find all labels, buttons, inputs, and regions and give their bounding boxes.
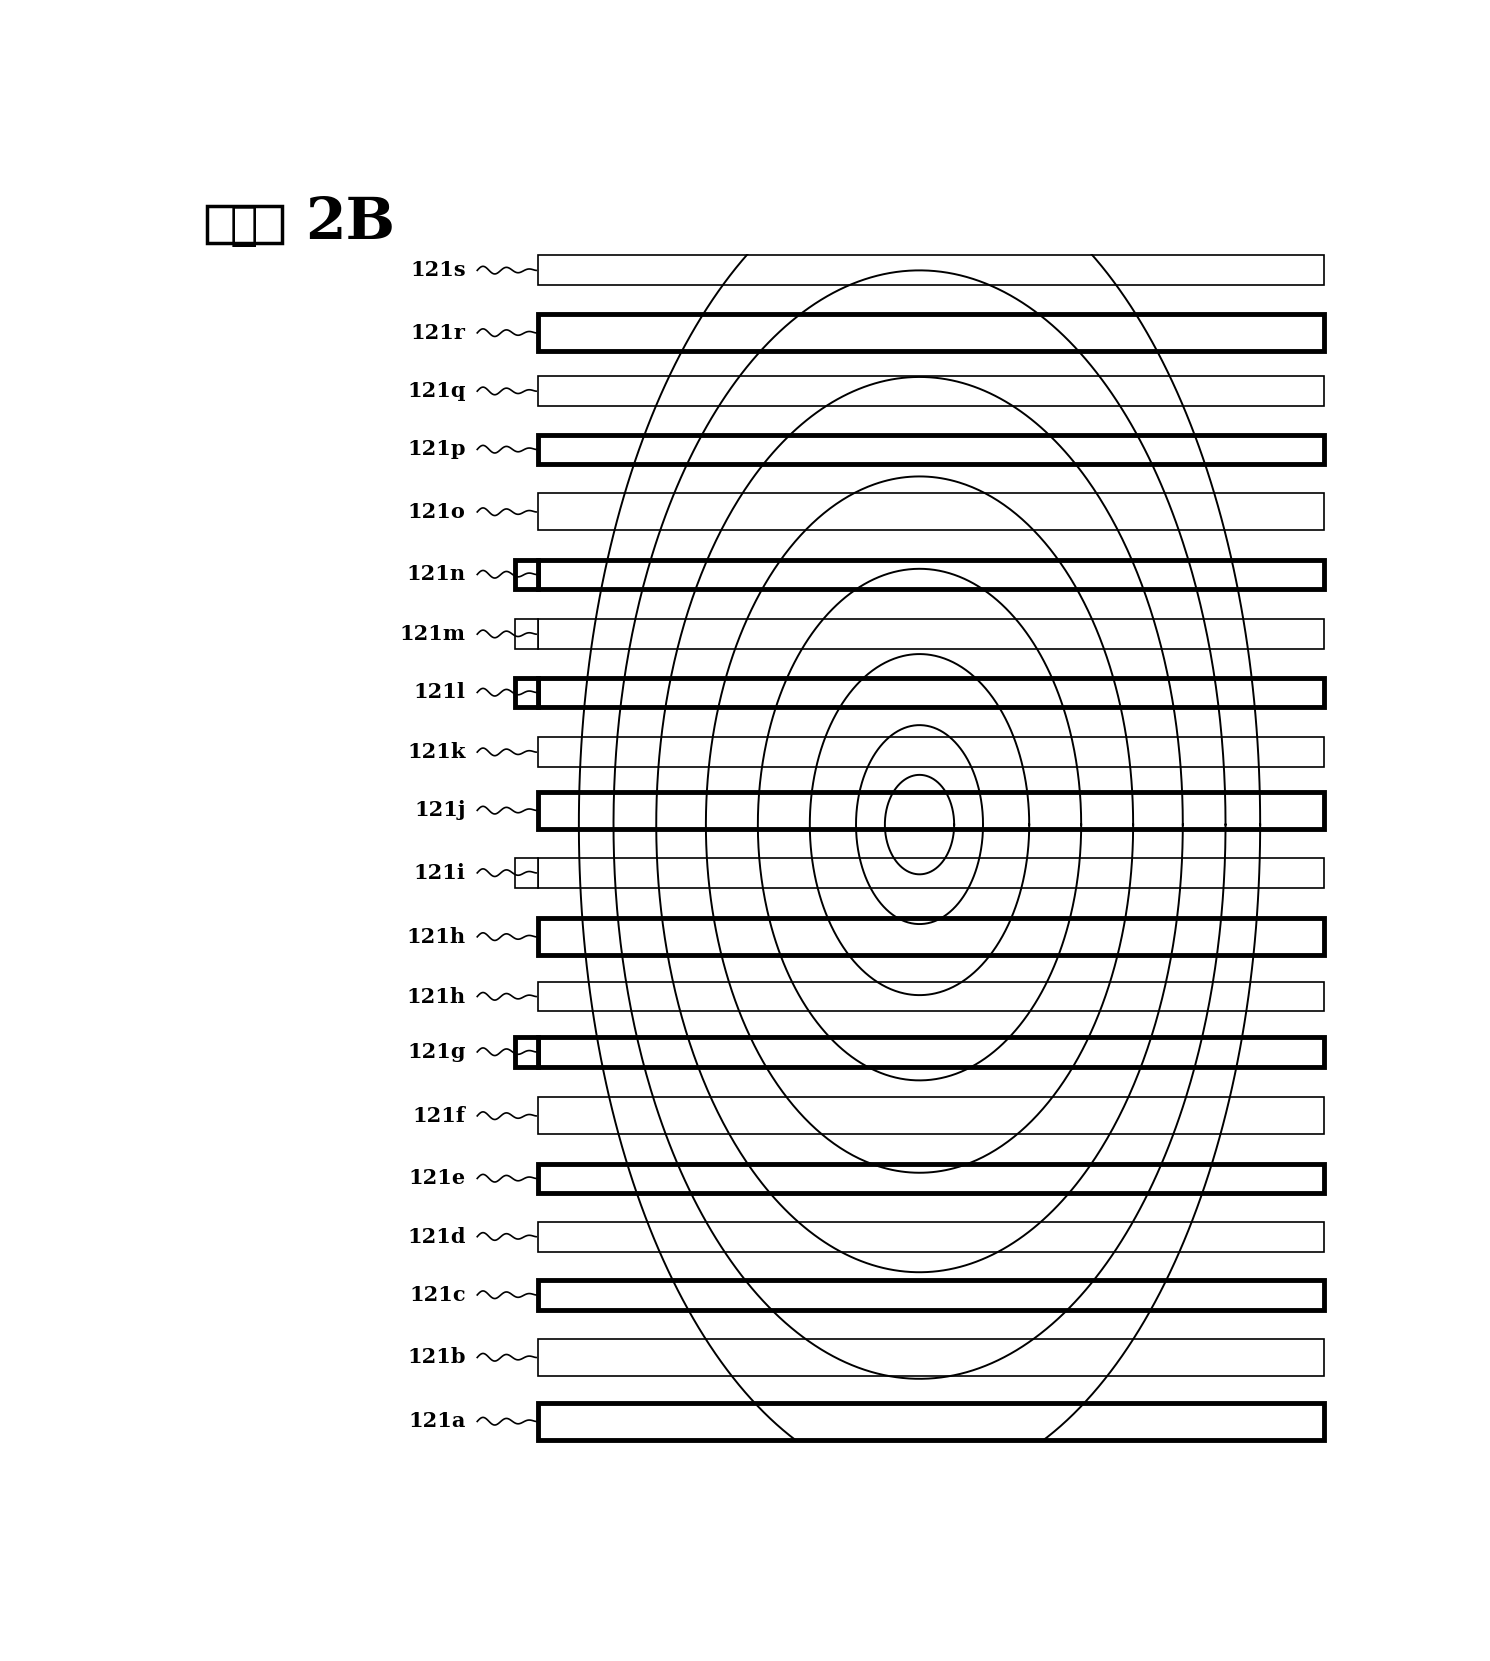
Text: 121h: 121h bbox=[407, 927, 466, 947]
Bar bbox=[516, 1036, 538, 1066]
Bar bbox=[538, 1222, 1323, 1252]
Bar bbox=[538, 982, 1323, 1012]
Text: 121e: 121e bbox=[408, 1168, 466, 1188]
Text: 121p: 121p bbox=[407, 440, 466, 460]
Bar bbox=[538, 1404, 1323, 1440]
Text: 图: 图 bbox=[229, 204, 258, 249]
Bar bbox=[538, 792, 1323, 829]
Text: 121f: 121f bbox=[413, 1106, 466, 1126]
Bar bbox=[538, 560, 1323, 590]
Text: 121r: 121r bbox=[411, 322, 466, 342]
Bar bbox=[538, 620, 1323, 649]
Text: 121b: 121b bbox=[407, 1347, 466, 1367]
Text: 121l: 121l bbox=[414, 683, 466, 703]
Text: 121j: 121j bbox=[414, 801, 466, 821]
Bar bbox=[538, 1281, 1323, 1311]
Text: 121g: 121g bbox=[407, 1041, 466, 1061]
Bar bbox=[538, 314, 1323, 352]
Bar bbox=[538, 737, 1323, 767]
Text: 121a: 121a bbox=[408, 1412, 466, 1432]
Bar bbox=[538, 256, 1323, 286]
Bar bbox=[538, 1163, 1323, 1193]
Text: 121n: 121n bbox=[407, 565, 466, 585]
Bar bbox=[516, 859, 538, 889]
Bar bbox=[538, 435, 1323, 465]
Text: 121m: 121m bbox=[399, 625, 466, 644]
Bar bbox=[538, 1339, 1323, 1375]
Text: 121q: 121q bbox=[407, 380, 466, 402]
Bar bbox=[207, 206, 282, 244]
Text: 121o: 121o bbox=[408, 502, 466, 522]
Bar bbox=[538, 377, 1323, 405]
Bar bbox=[538, 1098, 1323, 1134]
Bar bbox=[538, 678, 1323, 708]
Text: 121d: 121d bbox=[407, 1227, 466, 1247]
Text: 2B: 2B bbox=[305, 196, 395, 251]
Text: 121i: 121i bbox=[414, 864, 466, 884]
Text: 121c: 121c bbox=[410, 1286, 466, 1306]
Bar bbox=[516, 560, 538, 590]
Bar bbox=[538, 493, 1323, 530]
Text: 121s: 121s bbox=[410, 261, 466, 281]
Bar bbox=[516, 678, 538, 708]
Text: 121k: 121k bbox=[407, 742, 466, 762]
Text: 121h: 121h bbox=[407, 987, 466, 1007]
Bar bbox=[538, 1036, 1323, 1066]
Bar bbox=[516, 620, 538, 649]
Bar bbox=[538, 919, 1323, 955]
Bar bbox=[538, 859, 1323, 889]
